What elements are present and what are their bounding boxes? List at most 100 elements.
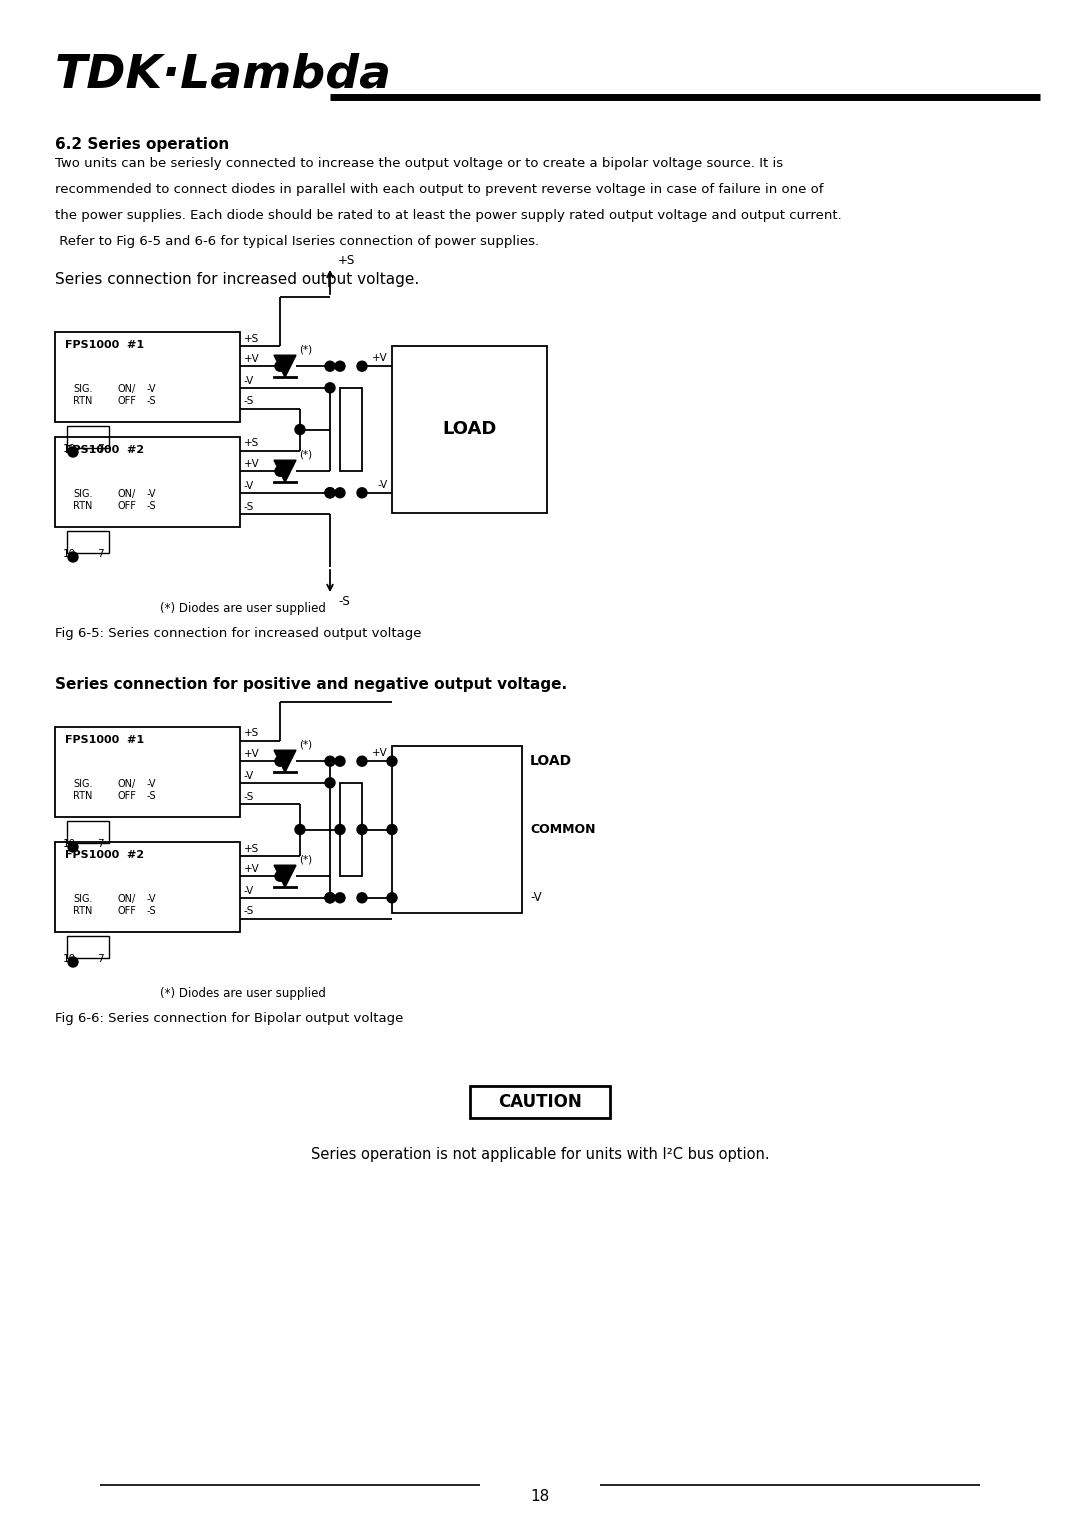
Text: 7: 7	[97, 444, 104, 454]
Circle shape	[357, 487, 367, 498]
Text: -V: -V	[244, 771, 254, 780]
Text: +V: +V	[373, 748, 388, 759]
Text: RTN: RTN	[73, 501, 93, 512]
Bar	[340, 388, 362, 472]
Text: -S: -S	[147, 906, 157, 916]
Text: RTN: RTN	[73, 395, 93, 406]
Text: +V: +V	[244, 750, 260, 759]
Bar	[392, 347, 546, 513]
Circle shape	[325, 383, 335, 392]
Text: FPS1000  #1: FPS1000 #1	[65, 341, 144, 350]
Text: +V: +V	[244, 354, 260, 365]
Circle shape	[387, 825, 397, 834]
Text: 7: 7	[97, 954, 104, 964]
Circle shape	[335, 825, 345, 834]
Circle shape	[325, 777, 335, 788]
Circle shape	[325, 487, 335, 498]
Circle shape	[357, 756, 367, 767]
Circle shape	[275, 756, 285, 767]
Text: -V: -V	[530, 892, 542, 904]
Bar	[392, 747, 522, 913]
Text: LOAD: LOAD	[530, 754, 572, 768]
Polygon shape	[274, 866, 296, 887]
Text: -S: -S	[244, 501, 255, 512]
Text: ON/: ON/	[117, 383, 135, 394]
Text: -V: -V	[147, 489, 157, 499]
Text: RTN: RTN	[73, 791, 93, 802]
Bar	[55, 727, 240, 817]
Text: the power supplies. Each diode should be rated to at least the power supply rate: the power supplies. Each diode should be…	[55, 209, 841, 221]
Circle shape	[325, 756, 335, 767]
Text: +V: +V	[244, 460, 260, 469]
Text: 10: 10	[63, 838, 76, 849]
Circle shape	[325, 487, 335, 498]
Text: (*): (*)	[299, 449, 312, 460]
Text: -V: -V	[147, 779, 157, 789]
Text: TDK·Lambda: TDK·Lambda	[55, 52, 392, 98]
Text: 10: 10	[63, 954, 76, 964]
Text: (*) Diodes are user supplied: (*) Diodes are user supplied	[160, 986, 326, 1000]
Polygon shape	[274, 356, 296, 377]
Text: 18: 18	[530, 1489, 550, 1504]
Text: +S: +S	[244, 843, 259, 854]
Circle shape	[387, 893, 397, 902]
Text: FPS1000  #2: FPS1000 #2	[65, 851, 144, 860]
Text: (*) Diodes are user supplied: (*) Diodes are user supplied	[160, 602, 326, 615]
Text: +V: +V	[373, 353, 388, 363]
Text: +S: +S	[244, 728, 259, 739]
Circle shape	[335, 756, 345, 767]
Text: -V: -V	[378, 479, 388, 490]
Text: -V: -V	[147, 383, 157, 394]
Text: SIG.: SIG.	[73, 383, 93, 394]
Text: -S: -S	[338, 596, 350, 608]
Circle shape	[335, 362, 345, 371]
Text: SIG.: SIG.	[73, 779, 93, 789]
Circle shape	[325, 362, 335, 371]
Circle shape	[357, 893, 367, 902]
Text: -S: -S	[244, 791, 255, 802]
Text: -S: -S	[244, 397, 255, 406]
Text: -S: -S	[147, 501, 157, 512]
Text: -S: -S	[147, 395, 157, 406]
Text: COMMON: COMMON	[530, 823, 595, 835]
Text: -V: -V	[244, 481, 254, 490]
Bar	[67, 426, 109, 447]
Text: OFF: OFF	[117, 395, 136, 406]
Text: OFF: OFF	[117, 906, 136, 916]
Circle shape	[325, 893, 335, 902]
Circle shape	[357, 362, 367, 371]
Text: -S: -S	[147, 791, 157, 802]
Text: (*): (*)	[299, 344, 312, 354]
Bar	[55, 331, 240, 421]
Text: CAUTION: CAUTION	[498, 1093, 582, 1112]
Text: OFF: OFF	[117, 791, 136, 802]
Bar	[67, 936, 109, 957]
Circle shape	[275, 466, 285, 476]
Text: Fig 6-6: Series connection for Bipolar output voltage: Fig 6-6: Series connection for Bipolar o…	[55, 1012, 403, 1025]
Text: FPS1000  #2: FPS1000 #2	[65, 444, 144, 455]
Text: ON/: ON/	[117, 489, 135, 499]
Text: recommended to connect diodes in parallel with each output to prevent reverse vo: recommended to connect diodes in paralle…	[55, 183, 824, 195]
Text: -V: -V	[147, 893, 157, 904]
Text: Fig 6-5: Series connection for increased output voltage: Fig 6-5: Series connection for increased…	[55, 628, 421, 640]
Text: SIG.: SIG.	[73, 893, 93, 904]
Circle shape	[68, 447, 78, 457]
Circle shape	[68, 551, 78, 562]
Text: +V: +V	[244, 864, 260, 873]
Text: LOAD: LOAD	[443, 420, 497, 438]
Text: RTN: RTN	[73, 906, 93, 916]
Text: 7: 7	[97, 838, 104, 849]
Text: SIG.: SIG.	[73, 489, 93, 499]
Text: -V: -V	[244, 886, 254, 896]
Circle shape	[295, 425, 305, 435]
Circle shape	[335, 893, 345, 902]
Text: FPS1000  #1: FPS1000 #1	[65, 734, 144, 745]
Bar	[340, 783, 362, 876]
Bar	[55, 841, 240, 931]
Text: 10: 10	[63, 444, 76, 454]
Text: (*): (*)	[299, 854, 312, 864]
Text: Series connection for increased output voltage.: Series connection for increased output v…	[55, 272, 419, 287]
Text: Series connection for positive and negative output voltage.: Series connection for positive and negat…	[55, 676, 567, 692]
Circle shape	[325, 893, 335, 902]
Circle shape	[68, 957, 78, 967]
